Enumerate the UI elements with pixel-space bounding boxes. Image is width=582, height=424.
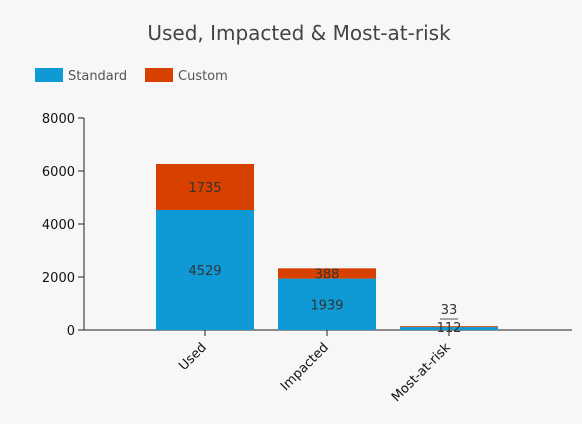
data-label-used-standard: 4529 [188, 264, 221, 279]
bar-used-custom [156, 164, 254, 210]
data-label-impacted-standard: 1939 [310, 298, 343, 313]
y-tick-label-4000: 4000 [42, 218, 75, 233]
bar-most-at-risk-custom [400, 326, 498, 328]
data-label-most-at-risk-standard: 112 [437, 321, 462, 336]
y-axis: 0 2000 4000 6000 8000 [42, 112, 85, 339]
bar-used-standard [156, 209, 254, 330]
x-tick-label-impacted: Impacted [278, 340, 332, 394]
data-label-used-custom: 1735 [188, 181, 221, 196]
legend-swatch-custom [145, 68, 173, 82]
x-axis: Used Impacted Most-at-risk [84, 329, 572, 405]
chart-title: Used, Impacted & Most-at-risk [147, 21, 451, 45]
y-tick-label-2000: 2000 [42, 271, 75, 286]
x-tick-label-used: Used [176, 340, 210, 374]
bar-most-at-risk-standard [400, 327, 498, 330]
data-labels: 4529 1735 1939 388 112 33 [188, 181, 461, 336]
legend-label-standard: Standard [68, 69, 127, 84]
y-tick-label-8000: 8000 [42, 112, 75, 127]
bar-impacted-standard [278, 278, 376, 330]
legend: Standard Custom [35, 68, 228, 84]
bars [156, 164, 498, 330]
data-label-impacted-custom: 388 [315, 267, 340, 282]
legend-label-custom: Custom [178, 69, 228, 84]
legend-swatch-standard [35, 68, 63, 82]
bar-impacted-custom [278, 268, 376, 279]
y-tick-label-0: 0 [67, 324, 75, 339]
y-tick-label-6000: 6000 [42, 165, 75, 180]
x-tick-label-most-at-risk: Most-at-risk [389, 340, 454, 405]
data-label-most-at-risk-custom: 33 [441, 303, 458, 318]
